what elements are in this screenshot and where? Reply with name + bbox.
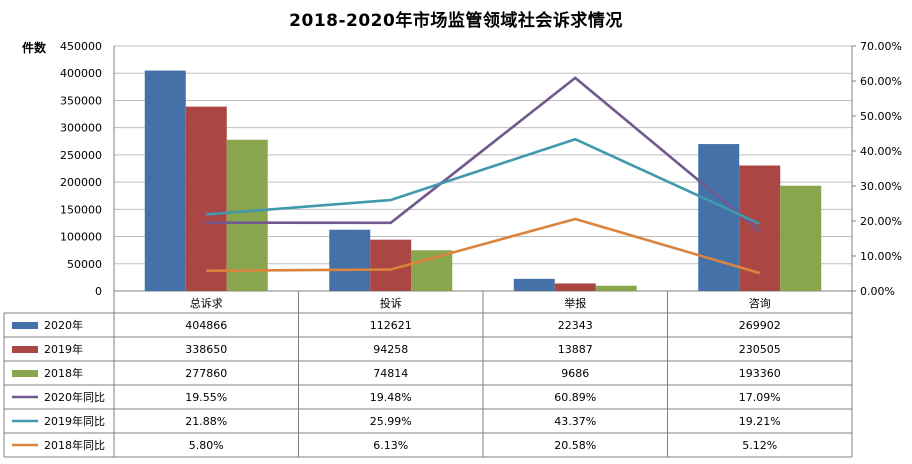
table-cell: 19.55% bbox=[185, 391, 227, 404]
y-axis-left-label: 件数 bbox=[22, 41, 47, 55]
y-axis-left-tick: 250000 bbox=[60, 149, 102, 162]
table-cell: 20.58% bbox=[554, 439, 596, 452]
table-cell: 404866 bbox=[185, 319, 227, 332]
table-cell: 193360 bbox=[739, 367, 781, 380]
table-cell: 25.99% bbox=[370, 415, 412, 428]
table-cell: 277860 bbox=[185, 367, 227, 380]
legend-label: 2020年同比 bbox=[44, 390, 105, 404]
bar bbox=[513, 278, 555, 291]
chart-title: 2018-2020年市场监管领域社会诉求情况 bbox=[289, 11, 623, 31]
table-cell: 5.12% bbox=[742, 439, 777, 452]
bar bbox=[595, 285, 637, 291]
table-cell: 13887 bbox=[558, 343, 593, 356]
y-axis-right-tick: 60.00% bbox=[860, 75, 902, 88]
legend-swatch bbox=[12, 346, 38, 353]
table-cell: 230505 bbox=[739, 343, 781, 356]
table-cell: 269902 bbox=[739, 319, 781, 332]
y-axis-left-tick: 300000 bbox=[60, 122, 102, 135]
bar bbox=[411, 250, 453, 291]
y-axis-left-tick: 100000 bbox=[60, 231, 102, 244]
table-cell: 19.48% bbox=[370, 391, 412, 404]
bar bbox=[226, 139, 268, 291]
x-axis-tick: 总诉求 bbox=[190, 296, 223, 310]
legend-label: 2018年同比 bbox=[44, 438, 105, 452]
series-line bbox=[206, 137, 761, 225]
table-cell: 112621 bbox=[370, 319, 412, 332]
y-axis-left-tick: 450000 bbox=[60, 40, 102, 53]
bar bbox=[144, 70, 186, 291]
x-axis-tick: 举报 bbox=[564, 296, 586, 310]
table-cell: 5.80% bbox=[189, 439, 224, 452]
y-axis-right-tick: 0.00% bbox=[860, 285, 895, 298]
y-axis-right-tick: 40.00% bbox=[860, 145, 902, 158]
table-cell: 6.13% bbox=[373, 439, 408, 452]
table-cell: 60.89% bbox=[554, 391, 596, 404]
bar bbox=[185, 106, 227, 291]
bar bbox=[554, 283, 596, 291]
legend-label: 2018年 bbox=[44, 366, 83, 380]
x-axis-tick: 投诉 bbox=[380, 296, 402, 310]
bar bbox=[780, 185, 822, 291]
series-line bbox=[206, 217, 761, 275]
y-axis-left-tick: 200000 bbox=[60, 176, 102, 189]
table-cell: 21.88% bbox=[185, 415, 227, 428]
legend-label: 2019年同比 bbox=[44, 414, 105, 428]
y-axis-left-tick: 350000 bbox=[60, 94, 102, 107]
table-cell: 74814 bbox=[373, 367, 408, 380]
y-axis-left-tick: 0 bbox=[95, 285, 102, 298]
y-axis-left-tick: 400000 bbox=[60, 67, 102, 80]
y-axis-right-tick: 30.00% bbox=[860, 180, 902, 193]
table-cell: 22343 bbox=[558, 319, 593, 332]
legend-label: 2019年 bbox=[44, 342, 83, 356]
legend-swatch bbox=[12, 322, 38, 329]
table-cell: 9686 bbox=[561, 367, 589, 380]
table-cell: 19.21% bbox=[739, 415, 781, 428]
bar bbox=[698, 144, 740, 291]
series-line bbox=[206, 76, 761, 233]
y-axis-right-tick: 50.00% bbox=[860, 110, 902, 123]
table-cell: 43.37% bbox=[554, 415, 596, 428]
y-axis-left-tick: 150000 bbox=[60, 203, 102, 216]
bar bbox=[329, 229, 371, 291]
table-cell: 338650 bbox=[185, 343, 227, 356]
legend-label: 2020年 bbox=[44, 318, 83, 332]
legend-swatch bbox=[12, 370, 38, 377]
y-axis-right-tick: 10.00% bbox=[860, 250, 902, 263]
x-axis-tick: 咨询 bbox=[749, 296, 771, 310]
y-axis-right-tick: 70.00% bbox=[860, 40, 902, 53]
y-axis-right-tick: 20.00% bbox=[860, 215, 902, 228]
table-cell: 17.09% bbox=[739, 391, 781, 404]
y-axis-left-tick: 50000 bbox=[67, 258, 102, 271]
table-cell: 94258 bbox=[373, 343, 408, 356]
